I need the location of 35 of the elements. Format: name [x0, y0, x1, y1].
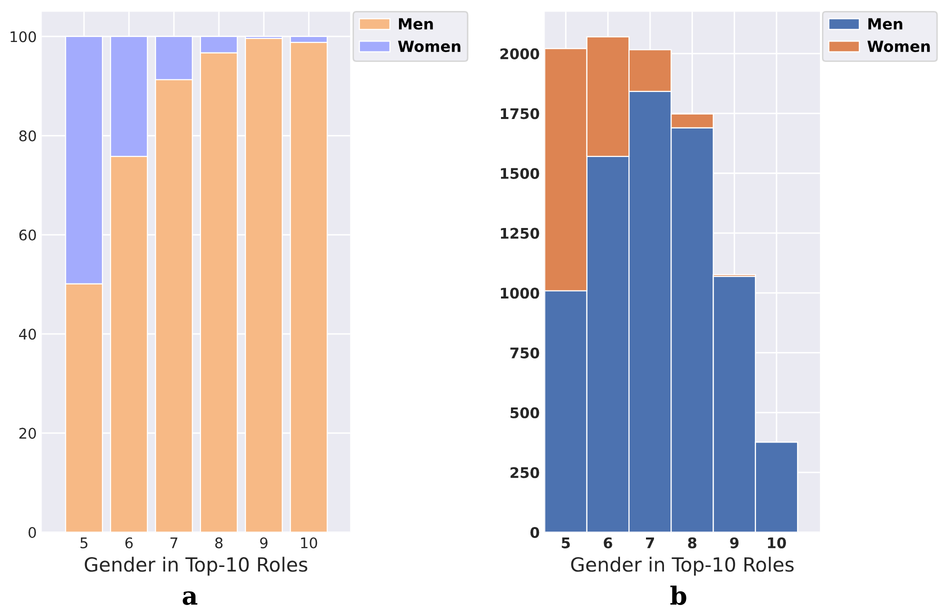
x-tick-label: 8: [688, 537, 696, 548]
legend-label: Women: [398, 40, 460, 52]
y-tick-label: 0: [530, 526, 540, 538]
y-tick-label: 20: [19, 428, 36, 439]
y-tick-label: 1000: [500, 288, 540, 299]
y-tick-label: 1250: [500, 228, 540, 239]
x-axis-title: Gender in Top-10 Roles: [571, 556, 794, 576]
x-tick-label: 5: [80, 538, 88, 548]
y-tick-label: 500: [510, 407, 540, 418]
y-tick-label: 40: [19, 328, 36, 340]
y-tick-label: 80: [19, 130, 36, 142]
x-tick-label: 8: [215, 537, 223, 548]
legend-label: Men: [398, 18, 433, 30]
text: b: [670, 586, 686, 605]
y-tick-label: 750: [510, 347, 540, 358]
x-tick-label: 10: [301, 537, 318, 548]
y-tick-label: 100: [10, 31, 36, 42]
x-tick-label: 6: [125, 537, 133, 548]
x-tick-label: 6: [604, 537, 612, 548]
x-tick-label: 10: [768, 537, 786, 548]
y-tick-label: 1500: [500, 168, 540, 179]
y-tick-label: 1750: [500, 108, 540, 120]
legend-label: Women: [867, 40, 930, 52]
x-tick-label: 9: [260, 537, 268, 548]
y-tick-label: 60: [19, 230, 36, 241]
legend-label: Men: [868, 18, 902, 30]
x-tick-label: 9: [730, 537, 739, 548]
text: a: [182, 591, 198, 605]
x-tick-label: 7: [646, 538, 654, 548]
y-tick-label: 250: [510, 467, 540, 478]
y-tick-label: 0: [28, 526, 36, 538]
y-tick-label: 2000: [500, 48, 540, 60]
x-axis-title: Gender in Top-10 Roles: [84, 556, 308, 576]
x-tick-label: 7: [170, 538, 178, 548]
x-tick-label: 5: [562, 538, 570, 548]
